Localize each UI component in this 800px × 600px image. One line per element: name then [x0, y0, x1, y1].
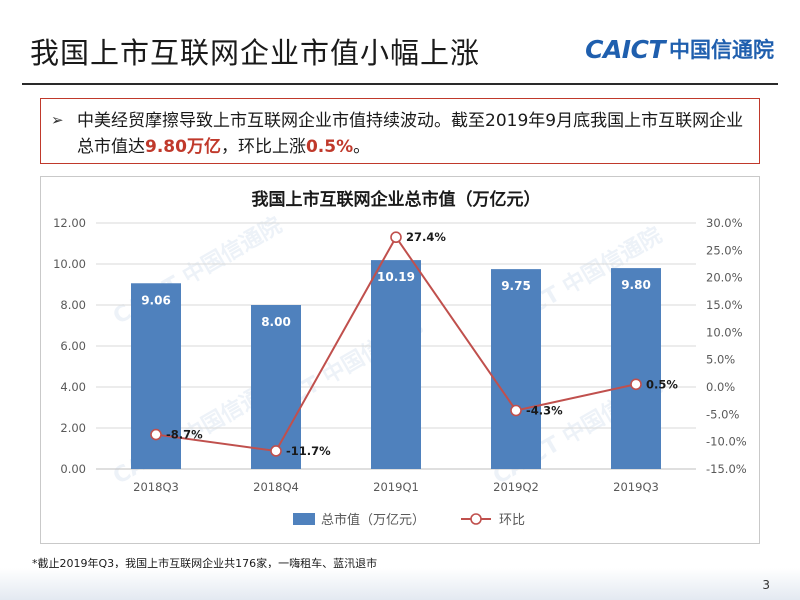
x-axis-tick-label: 2018Q4: [253, 480, 299, 494]
legend-label-line: 环比: [499, 513, 525, 528]
chart-title: 我国上市互联网企业总市值（万亿元）: [252, 189, 541, 210]
left-axis-tick-label: 4.00: [60, 380, 86, 394]
x-axis-tick-label: 2019Q3: [613, 480, 659, 494]
right-axis-tick-label: 15.0%: [706, 298, 743, 312]
bar-data-label: 9.06: [141, 293, 171, 307]
bar-data-label: 9.75: [501, 279, 531, 293]
line-point: [390, 231, 402, 244]
logo-mark: CAICT: [585, 34, 665, 64]
summary-text: 中美经贸摩擦导致上市互联网企业市值持续波动。截至2019年9月底我国上市互联网企…: [77, 108, 747, 160]
line-data-label: 0.5%: [646, 377, 678, 391]
right-axis-tick-label: 30.0%: [706, 216, 743, 230]
left-axis-tick-label: 0.00: [60, 462, 86, 476]
x-axis-tick-label: 2019Q2: [493, 480, 539, 494]
line-data-label: -4.3%: [526, 404, 563, 418]
left-axis-tick-label: 8.00: [60, 298, 86, 312]
line-point: [150, 428, 162, 441]
right-axis-tick-label: 20.0%: [706, 271, 743, 285]
logo-cn-text: 中国信通院: [669, 38, 774, 62]
right-axis-tick-label: -10.0%: [706, 435, 747, 449]
page-number: 3: [762, 578, 770, 592]
left-axis-tick-label: 2.00: [60, 421, 86, 435]
legend-swatch-marker: [470, 513, 482, 525]
right-axis-tick-label: 5.0%: [706, 353, 735, 367]
summary-highlight-rate: 0.5%: [305, 137, 354, 157]
bar-data-label: 10.19: [377, 270, 415, 284]
right-axis-tick-label: 25.0%: [706, 243, 743, 257]
bottom-band: [0, 568, 800, 600]
bar: [611, 268, 661, 469]
x-axis-tick-label: 2018Q3: [133, 480, 179, 494]
line-point: [510, 404, 522, 417]
bar: [371, 260, 421, 469]
summary-highlight-value: 9.80万亿: [145, 137, 221, 157]
title-divider: [22, 83, 778, 85]
line-point: [270, 445, 282, 457]
x-axis-tick-label: 2019Q1: [373, 480, 419, 494]
summary-text-part1: 中美经贸摩擦导致上市互联网企业市值持续波动。截至2019年9月底我国上市互联网企…: [77, 111, 744, 157]
bar: [251, 305, 301, 469]
footnote: *截止2019年Q3，我国上市互联网企业共176家，一嗨租车、蓝汛退市: [32, 557, 378, 570]
summary-text-part2: ，环比上涨: [220, 137, 306, 157]
line-data-label: -11.7%: [286, 444, 331, 458]
market-cap-chart: CAICT 中国信通院 CAICT 中国信通院 CAICT 中国信通院 CAICT 中…: [40, 176, 760, 544]
bar: [491, 269, 541, 469]
line-data-label: -8.7%: [166, 428, 203, 442]
left-axis-tick-label: 12.00: [53, 216, 86, 230]
right-axis-tick-label: 0.0%: [706, 380, 735, 394]
line-data-label: 27.4%: [406, 230, 446, 244]
bar-data-label: 8.00: [261, 315, 291, 329]
caict-logo: CAICT 中国信通院: [585, 34, 774, 64]
left-axis-tick-label: 10.00: [53, 257, 86, 271]
legend-swatch-bar: [293, 513, 315, 525]
right-axis-tick-label: -15.0%: [706, 462, 747, 476]
right-axis-tick-label: 10.0%: [706, 325, 743, 339]
right-axis-tick-label: -5.0%: [706, 407, 739, 421]
left-axis-tick-label: 6.00: [60, 339, 86, 353]
bar-data-label: 9.80: [621, 278, 651, 292]
arrow-bullet-icon: ➢: [51, 111, 64, 129]
line-point: [630, 378, 642, 391]
summary-callout: ➢ 中美经贸摩擦导致上市互联网企业市值持续波动。截至2019年9月底我国上市互联…: [40, 98, 760, 164]
page-title: 我国上市互联网企业市值小幅上涨: [30, 36, 481, 70]
summary-text-part3: 。: [353, 137, 371, 157]
legend-label-bar: 总市值（万亿元）: [321, 512, 425, 528]
